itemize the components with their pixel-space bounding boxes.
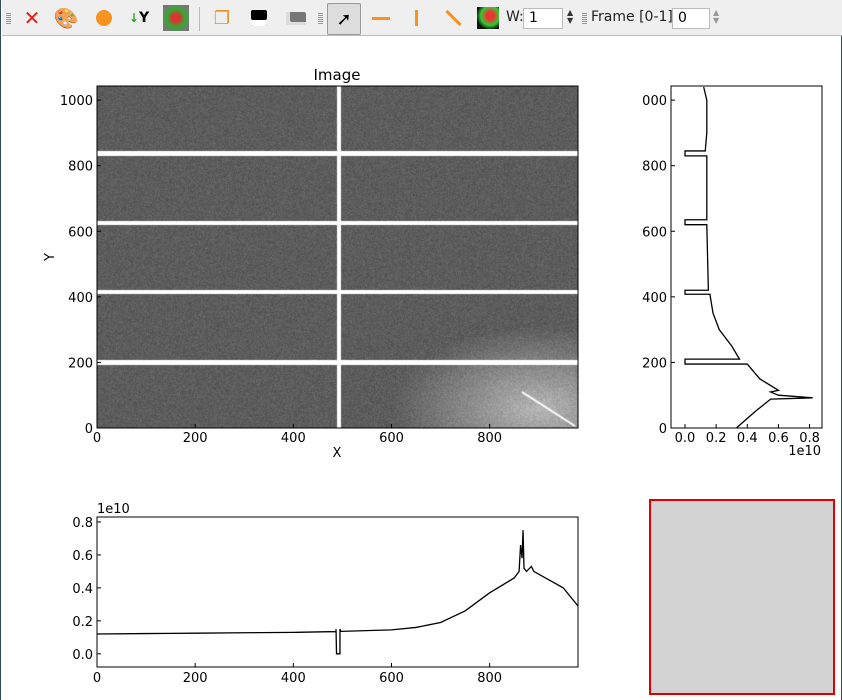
y-tick-label: 600	[642, 225, 667, 240]
y-tick-label: 0.8	[72, 516, 93, 531]
horizontal-profile-curve	[97, 530, 578, 654]
x-tick-label: 0	[93, 671, 101, 686]
x-tick-label: 600	[379, 431, 404, 446]
y-tick-label: 600	[68, 225, 93, 240]
image-viewer-window: ✕ 🎨 ↓ Y ❐ ➚ W: 1 ▲ ▼ Frame [0-1]: 0 ▲ ▼ Ima…	[0, 0, 842, 700]
x-tick-label: 0	[93, 431, 101, 446]
x-tick-label: 800	[477, 431, 502, 446]
horizontal-profile-multiplier: 1e10	[97, 502, 130, 517]
horizontal-profile-frame	[97, 517, 578, 667]
y-tick-label: 0.0	[72, 648, 93, 663]
vertical-profile-multiplier: 1e10	[788, 444, 821, 459]
vertical-profile-curve	[685, 87, 813, 428]
y-tick-label: 0.4	[72, 582, 93, 597]
y-tick-label: 0.2	[72, 615, 93, 630]
x-tick-label: 0.0	[675, 431, 696, 446]
x-tick-label: 600	[379, 671, 404, 686]
vertical-profile-frame	[671, 86, 822, 428]
empty-selection-panel	[649, 499, 835, 695]
image-canvas[interactable]	[97, 86, 578, 428]
x-axis-label: X	[333, 446, 342, 461]
image-title: Image	[314, 66, 361, 84]
y-tick-label: 200	[68, 356, 93, 371]
y-tick-label: 800	[68, 160, 93, 175]
x-tick-label: 0.6	[768, 431, 789, 446]
y-axis-label: Y	[43, 253, 58, 262]
y-tick-label: 200	[642, 356, 667, 371]
x-tick-label: 200	[183, 431, 208, 446]
y-tick-label: 400	[68, 291, 93, 306]
x-tick-label: 0.4	[737, 431, 758, 446]
y-tick-label: 0	[85, 422, 93, 437]
x-tick-label: 800	[477, 671, 502, 686]
x-tick-label: 200	[183, 671, 208, 686]
y-tick-label: 800	[642, 160, 667, 175]
x-tick-label: 0.2	[706, 431, 727, 446]
x-tick-label: 400	[281, 671, 306, 686]
y-tick-label: 000	[642, 94, 667, 109]
y-tick-label: 1000	[60, 94, 93, 109]
x-tick-label: 400	[281, 431, 306, 446]
y-tick-label: 400	[642, 291, 667, 306]
y-tick-label: 0	[659, 422, 667, 437]
y-tick-label: 0.6	[72, 549, 93, 564]
